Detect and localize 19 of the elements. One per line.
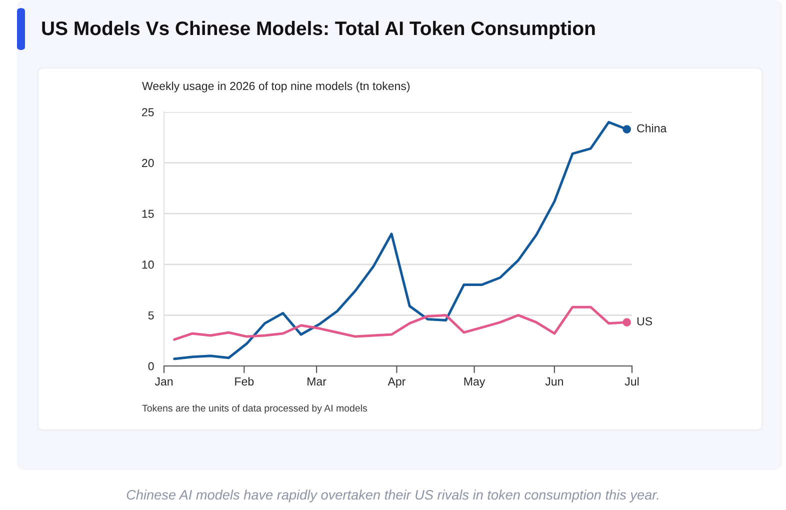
chart-title: US Models Vs Chinese Models: Total AI Token Consumption [42,20,595,40]
series-label: US [637,317,652,326]
x-tick-label: Jan [154,378,173,386]
text: Tokens are the units of data processed by AI models [142,404,368,414]
y-tick-label: 5 [148,311,154,320]
chart-subtitle: Weekly usage in 2026 of top nine models (tn tokens) [142,82,410,92]
series-label: China [637,124,667,132]
x-tick-label: Feb [235,377,254,386]
y-tick-label: 25 [142,108,154,116]
x-tick-label: Jul [624,377,639,386]
x-tick-label: Apr [388,378,406,388]
y-tick-label: 20 [142,158,154,168]
x-tick-label: Jun [545,378,563,386]
x-tick-label: Mar [308,378,326,386]
text: Chinese AI models have rapidly overtaken their US rivals in token consumption this year. [126,490,658,502]
y-tick-label: 10 [142,260,154,269]
y-tick-label: 15 [142,210,154,218]
x-tick-label: May [464,378,486,388]
y-tick-label: 0 [148,362,154,370]
